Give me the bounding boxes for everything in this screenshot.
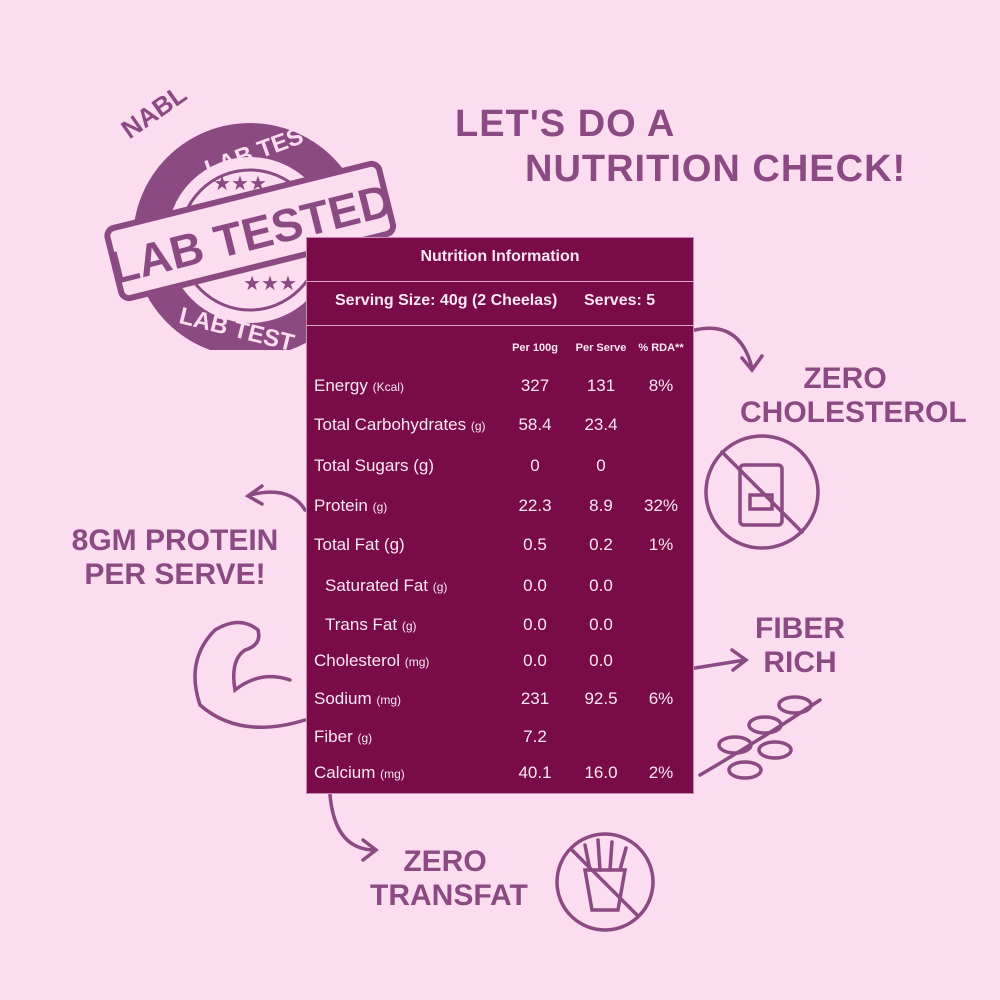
rda-value: 2% <box>648 763 674 782</box>
table-row: Calcium (mg) 40.1 16.0 2% <box>307 755 693 791</box>
callout-fiber-rich: FIBER RICH <box>755 612 845 679</box>
per-serve-value: 0 <box>596 456 606 475</box>
nutrient-label: Total Sugars (g) <box>314 456 434 475</box>
per-serve-value: 0.2 <box>589 535 613 554</box>
nutrient-name: Total Carbohydrates (g) <box>314 407 486 444</box>
per-serve-value: 0.0 <box>589 615 613 634</box>
table-row: Fiber (g) 7.2 <box>307 719 693 755</box>
table-row: Total Fat (g) 0.5 0.2 1% <box>307 527 693 563</box>
nutrient-unit: (mg) <box>376 693 402 707</box>
per-serve-value: 0.0 <box>589 576 613 595</box>
nutrient-unit: (mg) <box>380 767 405 781</box>
rda-value: 6% <box>648 689 674 708</box>
per-100g-value: 40.1 <box>518 763 552 782</box>
per-100g-value: 0.0 <box>523 615 547 634</box>
column-header: % RDA** <box>638 342 684 354</box>
nutrient-name: Trans Fat (g) <box>325 607 417 644</box>
per-serve-value: 131 <box>586 376 616 395</box>
lab-tested-stamp: NABL LAB TESTED LAB TEST LAB TESTED ★★★ … <box>104 90 397 350</box>
column-header: Per 100g <box>512 342 558 354</box>
svg-text:NABL: NABL <box>116 90 192 145</box>
flexed-arm-icon <box>193 620 307 730</box>
nutrient-label: Total Fat (g) <box>314 535 405 554</box>
nutrient-unit: (g) <box>372 500 388 514</box>
table-row: Cholesterol (mg) 0.0 0.0 <box>307 643 693 679</box>
per-100g-value: 0.5 <box>523 535 547 554</box>
per-100g-value: 0.0 <box>523 576 547 595</box>
callout-zero-cholesterol: ZERO CHOLESTEROL <box>740 362 967 429</box>
rda-value: 32% <box>643 496 679 515</box>
nutrient-name: Total Sugars (g) <box>314 448 434 485</box>
nutrition-table: Nutrition Information Serving Size: 40g … <box>307 238 693 793</box>
nutrient-name: Protein (g) <box>314 488 387 525</box>
arrow-icon <box>693 648 749 672</box>
nutrient-unit: (g) <box>432 580 448 594</box>
table-row: Trans Fat (g) 0.0 0.0 <box>307 607 693 643</box>
rda-value: 1% <box>648 535 674 554</box>
svg-text:★★★: ★★★ <box>243 271 297 295</box>
nutrient-unit: (g) <box>401 619 417 633</box>
headline-line1: LET'S DO A <box>455 103 676 145</box>
nutrient-name: Saturated Fat (g) <box>325 568 447 605</box>
table-row: Sodium (mg) 231 92.5 6% <box>307 681 693 717</box>
serving-size: Serving Size: 40g (2 Cheelas) <box>335 292 558 309</box>
nutrient-name: Calcium (mg) <box>314 755 405 792</box>
per-100g-value: 327 <box>520 376 550 395</box>
per-serve-value: 0.0 <box>589 651 613 670</box>
table-row: Total Sugars (g) 0 0 <box>307 448 693 484</box>
nutrient-name: Sodium (mg) <box>314 681 401 718</box>
nutrient-unit: (Kcal) <box>372 380 404 394</box>
svg-text:★★★: ★★★ <box>213 171 267 195</box>
per-100g-value: 7.2 <box>523 727 547 746</box>
wheat-icon <box>698 695 822 780</box>
table-row: Protein (g) 22.3 8.9 32% <box>307 488 693 524</box>
per-100g-value: 0 <box>530 456 540 475</box>
nutrient-unit: (g) <box>357 731 373 745</box>
nutrient-label: Sodium <box>314 689 372 708</box>
nutrient-label: Trans Fat <box>325 615 398 634</box>
nutrient-name: Cholesterol (mg) <box>314 643 429 680</box>
per-serve-value: 16.0 <box>584 763 618 782</box>
arrow-icon <box>244 484 307 512</box>
table-row: Total Carbohydrates (g) 58.4 23.4 <box>307 407 693 443</box>
nutrient-label: Calcium <box>314 763 376 782</box>
nutrient-name: Fiber (g) <box>314 719 372 756</box>
no-packaged-food-icon <box>704 434 820 550</box>
nutrient-label: Protein <box>314 496 368 515</box>
table-row: Saturated Fat (g) 0.0 0.0 <box>307 568 693 604</box>
rda-value: 8% <box>648 376 674 395</box>
per-100g-value: 22.3 <box>518 496 552 515</box>
nutrient-label: Fiber <box>314 727 353 746</box>
nutrient-label: Total Carbohydrates <box>314 415 467 434</box>
nutrient-unit: (mg) <box>404 655 430 669</box>
per-serve-value: 23.4 <box>584 415 618 434</box>
serves: Serves: 5 <box>584 292 656 309</box>
callout-protein: 8GM PROTEIN PER SERVE! <box>71 524 279 591</box>
nutrient-unit: (g) <box>470 419 486 433</box>
per-100g-value: 0.0 <box>523 651 547 670</box>
nutrient-name: Energy (Kcal) <box>314 368 404 405</box>
per-100g-value: 58.4 <box>518 415 552 434</box>
headline-line2: NUTRITION CHECK! <box>525 148 907 190</box>
table-title: Nutrition Information <box>420 248 580 265</box>
nutrient-label: Saturated Fat <box>325 576 429 595</box>
callout-zero-transfat: ZERO TRANSFAT <box>370 845 528 912</box>
per-100g-value: 231 <box>520 689 550 708</box>
nutrient-label: Cholesterol <box>314 651 400 670</box>
nutrient-label: Energy <box>314 376 368 395</box>
per-serve-value: 8.9 <box>589 496 613 515</box>
table-row: Energy (Kcal) 327 131 8% <box>307 368 693 404</box>
per-serve-value: 92.5 <box>584 689 618 708</box>
column-header: Per Serve <box>575 342 627 354</box>
no-fries-icon <box>555 832 655 932</box>
nutrient-name: Total Fat (g) <box>314 527 405 564</box>
